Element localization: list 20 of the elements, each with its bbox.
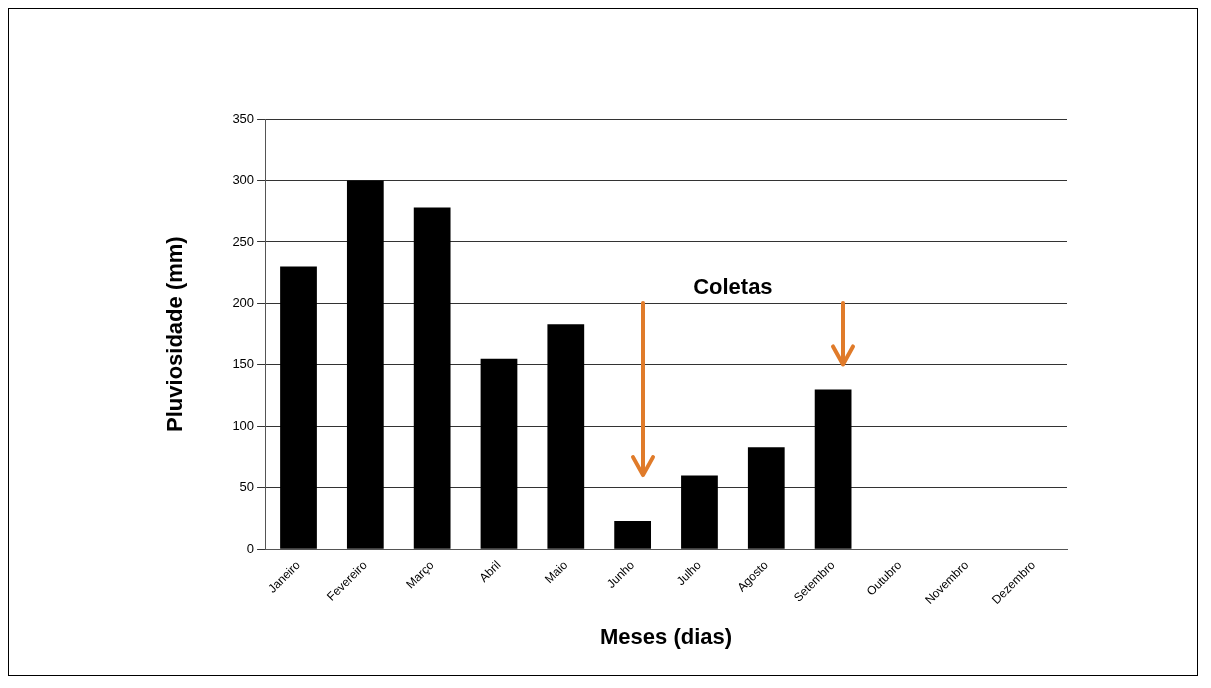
y-tick-label: 150: [232, 356, 255, 372]
y-tick-label: 300: [232, 172, 255, 188]
bar: [280, 266, 317, 549]
bar: [547, 324, 585, 549]
y-tick-label: 0: [246, 540, 255, 556]
y-tick-label: 200: [232, 294, 255, 310]
x-axis-title: Meses (dias): [600, 623, 733, 649]
bar: [614, 521, 652, 549]
annotation: Coletas: [693, 274, 773, 300]
bar: [346, 180, 384, 549]
y-tick-label: 100: [232, 417, 255, 433]
bar: [413, 207, 451, 549]
y-axis-title: Pluviosidade (mm): [162, 236, 188, 432]
bar: [681, 475, 718, 549]
bar: [480, 358, 518, 549]
y-tick-label: 50: [239, 479, 255, 495]
bar: [747, 447, 785, 549]
y-tick-label: 350: [232, 110, 255, 126]
y-tick-label: 250: [232, 233, 255, 249]
bar: [814, 389, 852, 549]
